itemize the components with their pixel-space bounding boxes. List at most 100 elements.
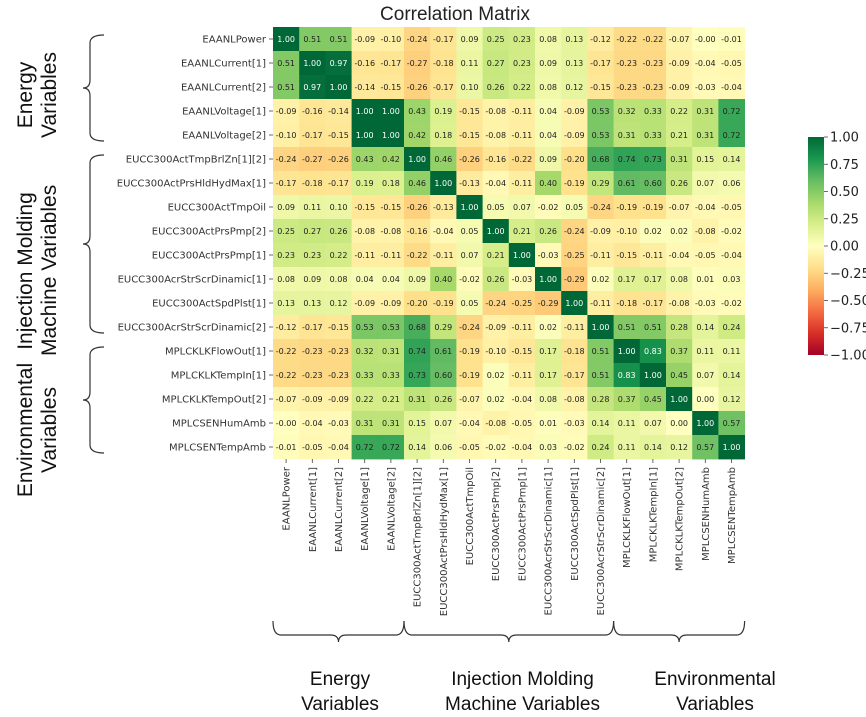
cell-value-label: 0.22 [670, 107, 688, 116]
cell-value-label: 0.02 [644, 227, 662, 236]
cell-value-label: -0.26 [459, 155, 480, 164]
cell-value-label: 0.53 [592, 131, 610, 140]
left-brace-environmental [82, 346, 105, 454]
x-tick-label: EUCC300ActSpdPlst[1] [570, 467, 581, 581]
cell-value-label: 0.26 [487, 275, 505, 284]
cell-value-label: -0.09 [485, 323, 506, 332]
heatmap-cell [613, 99, 641, 124]
cell-value-label: -0.01 [276, 443, 297, 452]
cell-value-label: -0.11 [512, 107, 533, 116]
left-group-injection-line2: Machine Variables [38, 184, 61, 356]
cell-value-label: 0.37 [670, 347, 688, 356]
y-tick-label: MPLCKLKTempOut[2] [162, 395, 266, 406]
cell-value-label: 0.46 [434, 155, 452, 164]
heatmap-cell [325, 387, 352, 412]
cell-value-label: 0.15 [408, 419, 426, 428]
cell-value-label: 0.97 [303, 83, 321, 92]
heatmap-cell [561, 435, 588, 460]
bottom-group-injection-line1: Injection Molding [451, 669, 594, 690]
heatmap-cell [456, 387, 483, 412]
cell-value-label: 0.28 [592, 395, 610, 404]
cell-value-label: -0.25 [564, 251, 585, 260]
cell-value-label: -0.18 [616, 299, 637, 308]
cell-value-label: -0.17 [328, 179, 349, 188]
heatmap-cell [639, 291, 667, 316]
heatmap-cell [613, 291, 641, 316]
cell-value-label: -0.09 [381, 299, 402, 308]
heatmap-cell [587, 123, 614, 148]
heatmap-cell [561, 171, 588, 196]
colorbar-tick-label: −0.75 [830, 321, 866, 336]
cell-value-label: -0.18 [433, 59, 454, 68]
heatmap-cell [404, 147, 431, 172]
heatmap-cell [692, 411, 719, 436]
cell-value-label: 0.51 [592, 371, 610, 380]
cell-value-label: -0.09 [276, 107, 297, 116]
cell-value-label: -0.23 [616, 59, 637, 68]
heatmap-cell [508, 339, 536, 364]
heatmap-cell [692, 315, 719, 340]
heatmap-cell [613, 387, 641, 412]
cell-value-label: 0.09 [539, 155, 557, 164]
heatmap-cell [404, 123, 431, 148]
cell-value-label: 0.29 [592, 179, 610, 188]
heatmap-cell [692, 363, 719, 388]
cell-value-label: -0.05 [721, 59, 742, 68]
cell-value-label: 0.33 [644, 107, 662, 116]
left-group-label-energy: Energy Variables [14, 10, 64, 180]
cell-value-label: -0.04 [721, 83, 742, 92]
cell-value-label: 0.04 [539, 107, 557, 116]
cell-value-label: 0.31 [382, 347, 400, 356]
cell-value-label: 0.31 [618, 131, 636, 140]
heatmap-cell [482, 147, 510, 172]
cell-value-label: -0.15 [328, 131, 349, 140]
heatmap-cell [508, 51, 536, 76]
left-group-label-environmental: Environmental Variables [14, 345, 64, 515]
cell-value-label: -0.14 [354, 83, 375, 92]
cell-value-label: -0.22 [276, 371, 297, 380]
heatmap-cell [377, 147, 405, 172]
left-brace-energy [82, 34, 105, 142]
heatmap-cell [404, 315, 431, 340]
cell-value-label: 0.01 [696, 275, 714, 284]
bottom-group-label-injection: Injection Molding Machine Variables [415, 667, 630, 717]
heatmap-cell [639, 387, 667, 412]
cell-value-label: 0.53 [592, 107, 610, 116]
heatmap-cell [273, 315, 300, 340]
heatmap-cell [718, 435, 745, 460]
cell-value-label: -0.11 [590, 251, 611, 260]
heatmap-cell [377, 435, 405, 460]
cell-value-label: 1.00 [356, 131, 374, 140]
cell-value-label: 1.00 [618, 347, 636, 356]
cell-value-label: -0.03 [695, 83, 716, 92]
cell-value-label: 0.17 [644, 275, 662, 284]
cell-value-label: 1.00 [277, 35, 295, 44]
heatmap-cell [535, 219, 562, 244]
cell-value-label: -0.17 [564, 371, 585, 380]
heatmap-cell [456, 435, 483, 460]
cell-value-label: -0.07 [669, 35, 690, 44]
heatmap-cell [692, 171, 719, 196]
cell-value-label: -0.10 [381, 35, 402, 44]
left-group-environmental-line2: Variables [38, 387, 61, 473]
cell-value-label: -0.22 [616, 35, 637, 44]
cell-value-label: 1.00 [696, 419, 714, 428]
heatmap-cell [377, 315, 405, 340]
heatmap-cell [692, 99, 719, 124]
heatmap-cell [666, 51, 693, 76]
cell-value-label: 0.12 [330, 299, 348, 308]
cell-value-label: -0.16 [485, 155, 506, 164]
bottom-group-environmental-line1: Environmental [654, 669, 776, 690]
cell-value-label: 0.83 [618, 371, 636, 380]
heatmap-cell [639, 27, 667, 52]
heatmap-cell [613, 123, 641, 148]
heatmap-cell [404, 435, 431, 460]
cell-value-label: -0.17 [433, 35, 454, 44]
cell-value-label: -0.19 [643, 203, 664, 212]
heatmap-cell [325, 291, 352, 316]
heatmap-cell [692, 435, 719, 460]
heatmap-cell [666, 75, 693, 100]
heatmap-cell [404, 363, 431, 388]
cell-value-label: 0.51 [330, 35, 348, 44]
cell-value-label: 0.13 [565, 59, 583, 68]
